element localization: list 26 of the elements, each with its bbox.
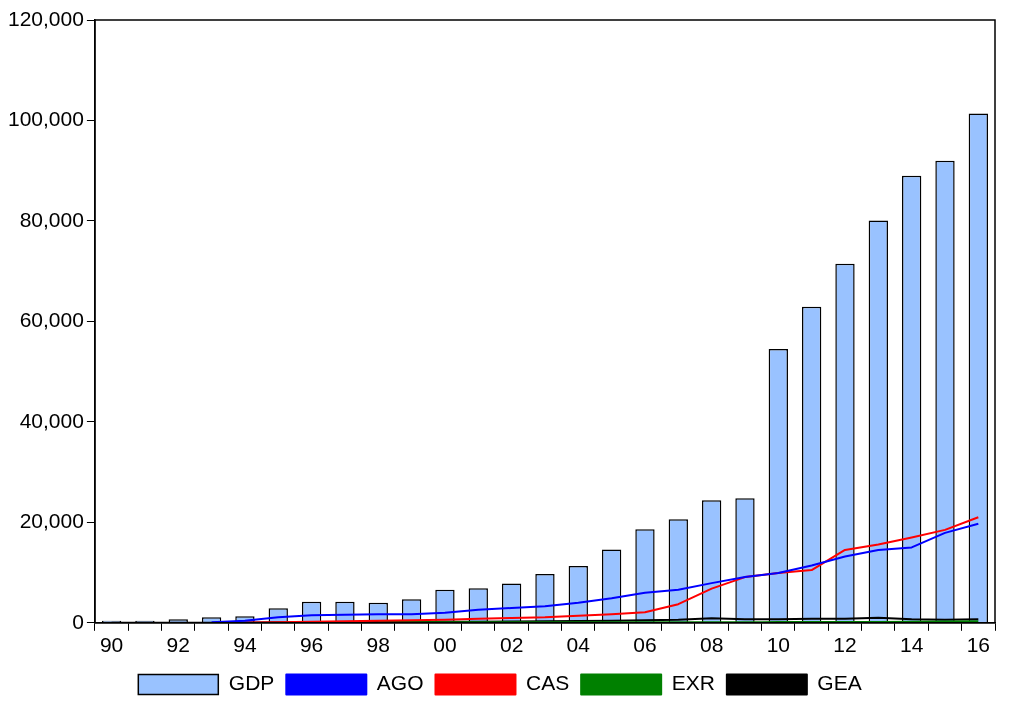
y-tick-label: 60,000: [19, 308, 84, 332]
x-tick-label: 98: [366, 633, 390, 657]
y-tick-label: 40,000: [19, 408, 84, 432]
y-tick-label: 0: [72, 609, 84, 633]
x-tick-label: 96: [299, 633, 324, 657]
x-tick-label: 16: [966, 633, 991, 657]
x-tick-label: 00: [433, 633, 457, 657]
x-tick-label: 08: [699, 633, 724, 657]
legend-label: GDP: [228, 671, 275, 695]
x-tick-label: 06: [633, 633, 657, 657]
y-tick-label: 120,000: [7, 6, 84, 30]
x-tick-label: 04: [566, 633, 591, 657]
y-tick-label: 80,000: [19, 207, 84, 231]
x-tick-label: 90: [99, 633, 124, 657]
x-tick-label: 02: [499, 633, 524, 657]
legend-label: EXR: [671, 671, 715, 695]
x-tick-label: 12: [833, 633, 857, 657]
x-tick-label: 92: [166, 633, 190, 657]
y-tick-label: 20,000: [19, 509, 84, 533]
x-tick-label: 94: [233, 633, 257, 657]
legend-label: CAS: [525, 671, 570, 695]
x-tick-label: 10: [766, 633, 790, 657]
y-tick-label: 100,000: [7, 107, 84, 131]
x-tick-label: 14: [899, 633, 924, 657]
legend-label: GEA: [817, 671, 862, 695]
legend-label: AGO: [376, 671, 424, 695]
